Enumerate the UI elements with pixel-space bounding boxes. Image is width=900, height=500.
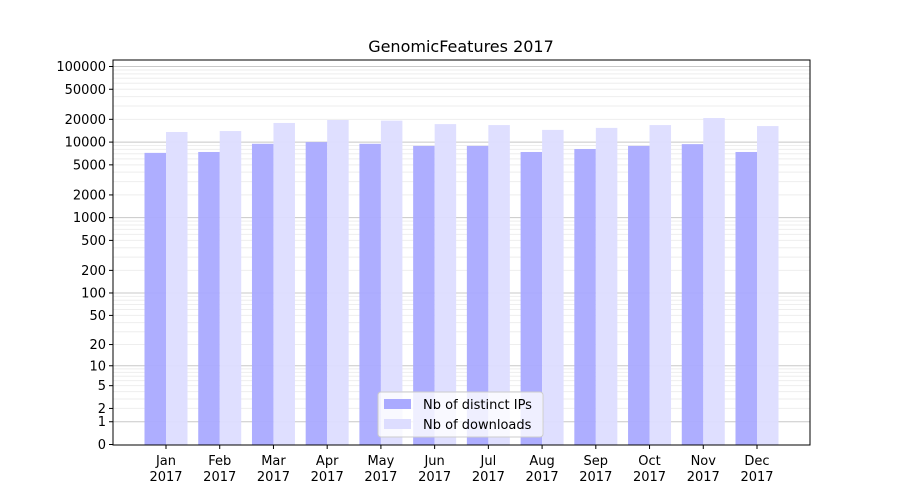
x-tick-label-line: 2017 bbox=[311, 470, 344, 485]
bar-distinct-ips bbox=[413, 145, 435, 445]
y-tick-label: 0 bbox=[98, 438, 106, 453]
x-tick-label-line: 2017 bbox=[257, 470, 290, 485]
y-tick-label: 50000 bbox=[65, 83, 106, 98]
bar-distinct-ips bbox=[466, 145, 489, 445]
y-tick-label: 500 bbox=[81, 234, 106, 249]
axes-frame bbox=[112, 59, 811, 446]
bar-downloads bbox=[434, 124, 457, 446]
bar-distinct-ips bbox=[735, 151, 757, 446]
x-tick-label: Aug 2017 bbox=[526, 454, 559, 485]
legend-label: Nb of distinct IPs bbox=[423, 398, 532, 413]
bar-distinct-ips bbox=[574, 149, 596, 446]
bar-downloads bbox=[595, 127, 618, 446]
x-tick-label-line: Oct bbox=[638, 454, 660, 469]
y-tick-label: 100 bbox=[81, 286, 106, 301]
y-tick-label: 1 bbox=[98, 415, 106, 430]
x-tick-label-line: Sep bbox=[584, 454, 609, 469]
x-tick-label: Jul 2017 bbox=[472, 454, 505, 485]
bar-downloads bbox=[542, 129, 564, 445]
y-tick-label: 10000 bbox=[65, 136, 106, 151]
y-tick-label: 2 bbox=[98, 402, 106, 417]
y-tick-label: 1000 bbox=[73, 211, 106, 226]
bar-downloads bbox=[488, 125, 510, 445]
x-tick-label-line: Mar bbox=[261, 454, 286, 469]
x-tick-label-line: Jul bbox=[480, 454, 497, 469]
y-tick-label: 20 bbox=[89, 338, 106, 353]
x-tick-label: Dec 2017 bbox=[740, 454, 773, 485]
y-tick-label: 100000 bbox=[56, 60, 106, 75]
legend: Nb of distinct IPs Nb of downloads bbox=[377, 391, 544, 438]
bar-distinct-ips bbox=[359, 143, 381, 445]
bar-downloads bbox=[757, 126, 779, 445]
x-tick-label: May 2017 bbox=[364, 454, 397, 485]
legend-swatch bbox=[384, 399, 411, 409]
y-tick-label: 200 bbox=[81, 264, 106, 279]
bar-distinct-ips bbox=[144, 152, 166, 445]
bar-downloads bbox=[273, 122, 295, 445]
x-tick-label: Feb 2017 bbox=[203, 454, 236, 485]
x-tick-label-line: Aug bbox=[529, 454, 554, 469]
x-tick-label-line: May bbox=[367, 454, 394, 469]
x-tick-label: Oct 2017 bbox=[633, 454, 666, 485]
x-tick-label-line: Jun bbox=[423, 454, 444, 469]
x-tick-label-line: 2017 bbox=[579, 470, 612, 485]
y-tick-label: 2000 bbox=[73, 188, 106, 203]
bar-distinct-ips bbox=[628, 145, 650, 445]
x-tick-label: Nov 2017 bbox=[687, 454, 720, 485]
y-tick-label: 5000 bbox=[73, 158, 106, 173]
x-tick-label: Jan 2017 bbox=[149, 454, 182, 485]
bar-downloads bbox=[327, 120, 349, 445]
x-tick-label-line: 2017 bbox=[418, 470, 451, 485]
x-tick-label-line: Dec bbox=[744, 454, 769, 469]
x-tick-label-line: 2017 bbox=[203, 470, 236, 485]
x-tick-label-line: Apr bbox=[316, 454, 339, 469]
bar-distinct-ips bbox=[305, 142, 328, 445]
y-tick-label: 20000 bbox=[65, 113, 106, 128]
x-tick-label-line: 2017 bbox=[740, 470, 773, 485]
x-tick-label-line: 2017 bbox=[364, 470, 397, 485]
bar-downloads bbox=[703, 118, 725, 446]
y-tick-label: 50 bbox=[89, 309, 106, 324]
x-tick-label: Jun 2017 bbox=[418, 454, 451, 485]
x-tick-label: Sep 2017 bbox=[579, 454, 612, 485]
x-tick-label-line: 2017 bbox=[149, 470, 182, 485]
x-tick-label-line: Feb bbox=[208, 454, 231, 469]
legend-swatch bbox=[384, 419, 411, 429]
x-tick-label-line: 2017 bbox=[472, 470, 505, 485]
bar-downloads bbox=[166, 132, 188, 445]
x-tick-label-line: Nov bbox=[691, 454, 717, 469]
bar-distinct-ips bbox=[251, 143, 274, 445]
x-tick-label-line: 2017 bbox=[526, 470, 559, 485]
bar-downloads bbox=[380, 120, 403, 445]
x-tick-label-line: 2017 bbox=[687, 470, 720, 485]
bar-distinct-ips bbox=[520, 151, 543, 446]
bar-downloads bbox=[649, 125, 672, 445]
x-tick-label-line: Jan bbox=[155, 454, 176, 469]
x-tick-label-line: 2017 bbox=[633, 470, 666, 485]
bar-downloads bbox=[219, 131, 242, 446]
y-tick-label: 10 bbox=[89, 359, 106, 374]
x-tick-label: Apr 2017 bbox=[311, 454, 344, 485]
chart-title: GenomicFeatures 2017 bbox=[368, 37, 554, 56]
x-tick-label: Mar 2017 bbox=[257, 454, 290, 485]
y-tick-label: 5 bbox=[98, 379, 106, 394]
legend-box bbox=[377, 391, 544, 438]
legend-label: Nb of downloads bbox=[423, 418, 532, 433]
bar-distinct-ips bbox=[198, 151, 220, 446]
bar-distinct-ips bbox=[681, 144, 704, 445]
